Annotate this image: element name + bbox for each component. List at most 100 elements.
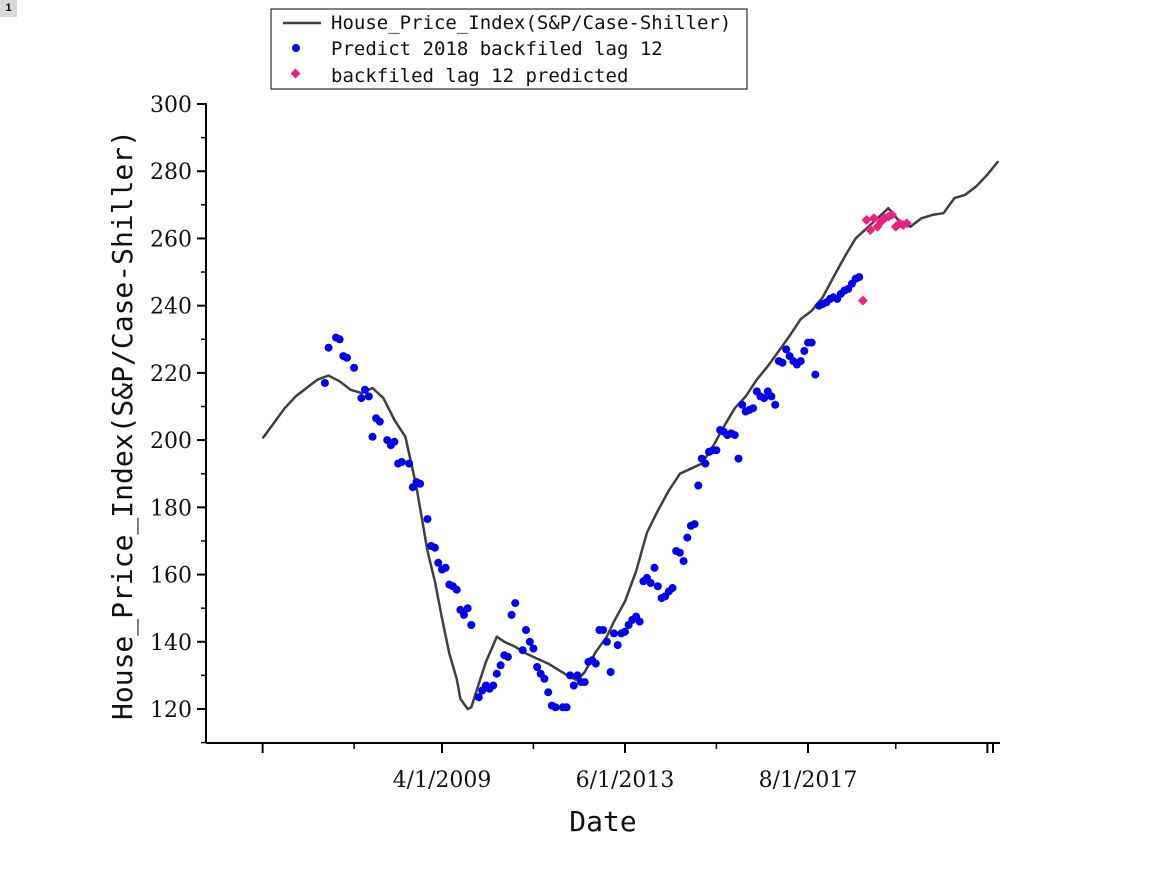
point-predict — [580, 678, 589, 687]
point-predict — [566, 671, 575, 680]
point-predict — [460, 610, 468, 619]
point-predict — [730, 431, 739, 440]
point-predict — [529, 644, 538, 653]
point-predict — [646, 579, 655, 587]
legend: House_Price_Index(S&P/Case-Shiller) Pred… — [270, 8, 748, 90]
point-predict — [749, 404, 758, 413]
point-predict — [364, 392, 373, 401]
series-line-hpi — [261, 160, 1000, 711]
point-predict — [540, 674, 549, 683]
x-tick-label: 4/1/2009 — [393, 768, 492, 793]
point-predict — [800, 347, 809, 355]
point-predict — [650, 563, 659, 572]
point-predict — [609, 629, 618, 638]
point-predict — [489, 681, 498, 690]
point-predict — [635, 617, 644, 626]
point-predict — [562, 703, 571, 712]
point-predict — [525, 637, 534, 646]
point-predict — [668, 584, 677, 592]
y-tick-label: 180 — [150, 496, 192, 521]
point-predict — [551, 703, 560, 712]
point-predict — [452, 585, 461, 594]
point-predict — [767, 392, 776, 401]
point-predict — [855, 273, 864, 282]
point-predict — [320, 379, 329, 387]
point-predict — [368, 432, 377, 441]
point-predict — [778, 358, 787, 367]
point-predict — [734, 454, 743, 463]
point-predict — [503, 652, 512, 661]
point-predict — [807, 338, 816, 347]
point-backfiled — [901, 218, 912, 229]
legend-entry-backfiled: backfiled lag 12 predicted — [331, 65, 628, 87]
point-predict — [653, 582, 662, 591]
point-predict — [712, 446, 721, 455]
y-tick-label: 220 — [150, 362, 192, 387]
point-predict — [675, 548, 684, 557]
y-tick-label: 140 — [150, 631, 192, 656]
point-predict — [357, 394, 366, 403]
x-axis-title: Date — [569, 805, 636, 838]
point-predict — [416, 479, 425, 488]
plot-area — [261, 160, 1000, 712]
legend-entry-predict: Predict 2018 backfiled lag 12 — [331, 38, 663, 60]
y-tick-label: 300 — [150, 93, 192, 118]
point-predict — [507, 610, 516, 619]
point-backfiled — [857, 295, 868, 306]
point-predict — [430, 543, 439, 552]
point-predict — [771, 400, 780, 409]
y-axis-title: House_Price_Index(S&P/Case-Shiller) — [106, 130, 140, 720]
axes: 120 140 160 180 200 220 240 260 280 300 4/1/2009 6/… — [150, 93, 1000, 793]
legend-entry-hpi: House_Price_Index(S&P/Case-Shiller) — [331, 12, 731, 34]
point-predict — [760, 394, 769, 403]
point-predict — [591, 659, 600, 668]
point-predict — [738, 400, 747, 409]
point-predict — [796, 357, 805, 366]
point-predict — [606, 668, 615, 676]
point-predict — [544, 688, 553, 697]
y-tick-label: 120 — [150, 698, 192, 723]
point-predict — [533, 663, 542, 671]
point-predict — [441, 563, 450, 572]
point-predict — [397, 458, 406, 466]
y-tick-label: 200 — [150, 429, 192, 454]
point-predict — [492, 669, 501, 678]
point-predict — [423, 515, 432, 524]
point-predict — [350, 363, 359, 372]
point-predict — [518, 646, 527, 655]
point-predict — [324, 343, 333, 352]
point-predict — [782, 345, 791, 354]
point-predict — [811, 370, 820, 379]
point-predict — [511, 599, 520, 608]
point-predict — [467, 621, 476, 629]
y-tick-label: 280 — [150, 160, 192, 185]
y-tick-label: 160 — [150, 564, 192, 589]
x-tick-label: 8/1/2017 — [759, 768, 858, 793]
y-tick-label: 240 — [150, 295, 192, 320]
point-backfiled — [861, 215, 872, 225]
point-predict — [463, 604, 472, 613]
point-predict — [343, 353, 351, 362]
point-backfiled — [887, 209, 897, 220]
point-predict — [405, 459, 414, 468]
point-predict — [599, 626, 608, 634]
point-predict — [434, 558, 443, 567]
point-predict — [474, 693, 483, 702]
y-tick-label: 260 — [150, 227, 192, 252]
point-backfiled — [865, 225, 876, 235]
point-predict — [621, 627, 629, 636]
point-predict — [569, 681, 578, 690]
point-predict — [690, 520, 699, 529]
point-predict — [602, 637, 611, 646]
corner-badge: 1 — [0, 0, 17, 17]
point-predict — [683, 533, 692, 542]
point-predict — [613, 641, 622, 650]
point-predict — [335, 335, 344, 344]
point-predict — [701, 459, 710, 468]
x-tick-label: 6/1/2013 — [576, 768, 675, 793]
point-predict — [679, 557, 688, 566]
legend-circle-marker — [292, 44, 300, 52]
point-backfiled — [869, 213, 879, 224]
point-predict — [522, 626, 530, 634]
